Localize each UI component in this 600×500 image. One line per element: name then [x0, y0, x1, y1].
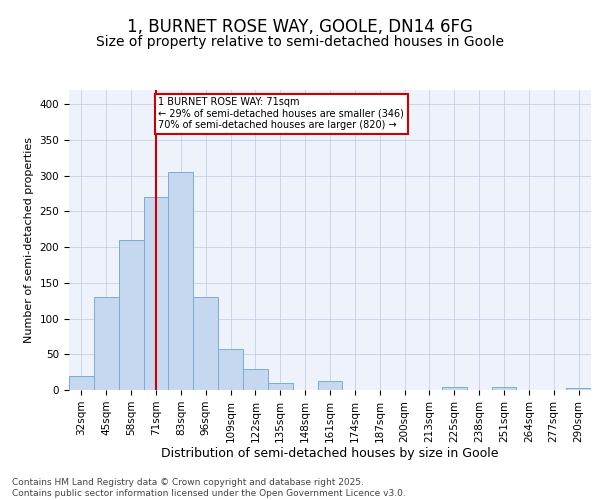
Bar: [143, 197, 169, 390]
Bar: [268, 383, 293, 390]
Bar: [317, 382, 343, 390]
Bar: [193, 297, 218, 390]
Text: 1, BURNET ROSE WAY, GOOLE, DN14 6FG: 1, BURNET ROSE WAY, GOOLE, DN14 6FG: [127, 18, 473, 36]
Bar: [218, 348, 243, 390]
Bar: [94, 297, 119, 390]
Bar: [491, 387, 517, 390]
Y-axis label: Number of semi-detached properties: Number of semi-detached properties: [24, 137, 34, 343]
Bar: [243, 368, 268, 390]
Bar: [69, 376, 94, 390]
Text: 1 BURNET ROSE WAY: 71sqm
← 29% of semi-detached houses are smaller (346)
70% of : 1 BURNET ROSE WAY: 71sqm ← 29% of semi-d…: [158, 97, 404, 130]
Bar: [119, 240, 143, 390]
Bar: [442, 387, 467, 390]
Bar: [566, 388, 591, 390]
Text: Size of property relative to semi-detached houses in Goole: Size of property relative to semi-detach…: [96, 35, 504, 49]
Text: Contains HM Land Registry data © Crown copyright and database right 2025.
Contai: Contains HM Land Registry data © Crown c…: [12, 478, 406, 498]
X-axis label: Distribution of semi-detached houses by size in Goole: Distribution of semi-detached houses by …: [161, 448, 499, 460]
Bar: [169, 172, 193, 390]
